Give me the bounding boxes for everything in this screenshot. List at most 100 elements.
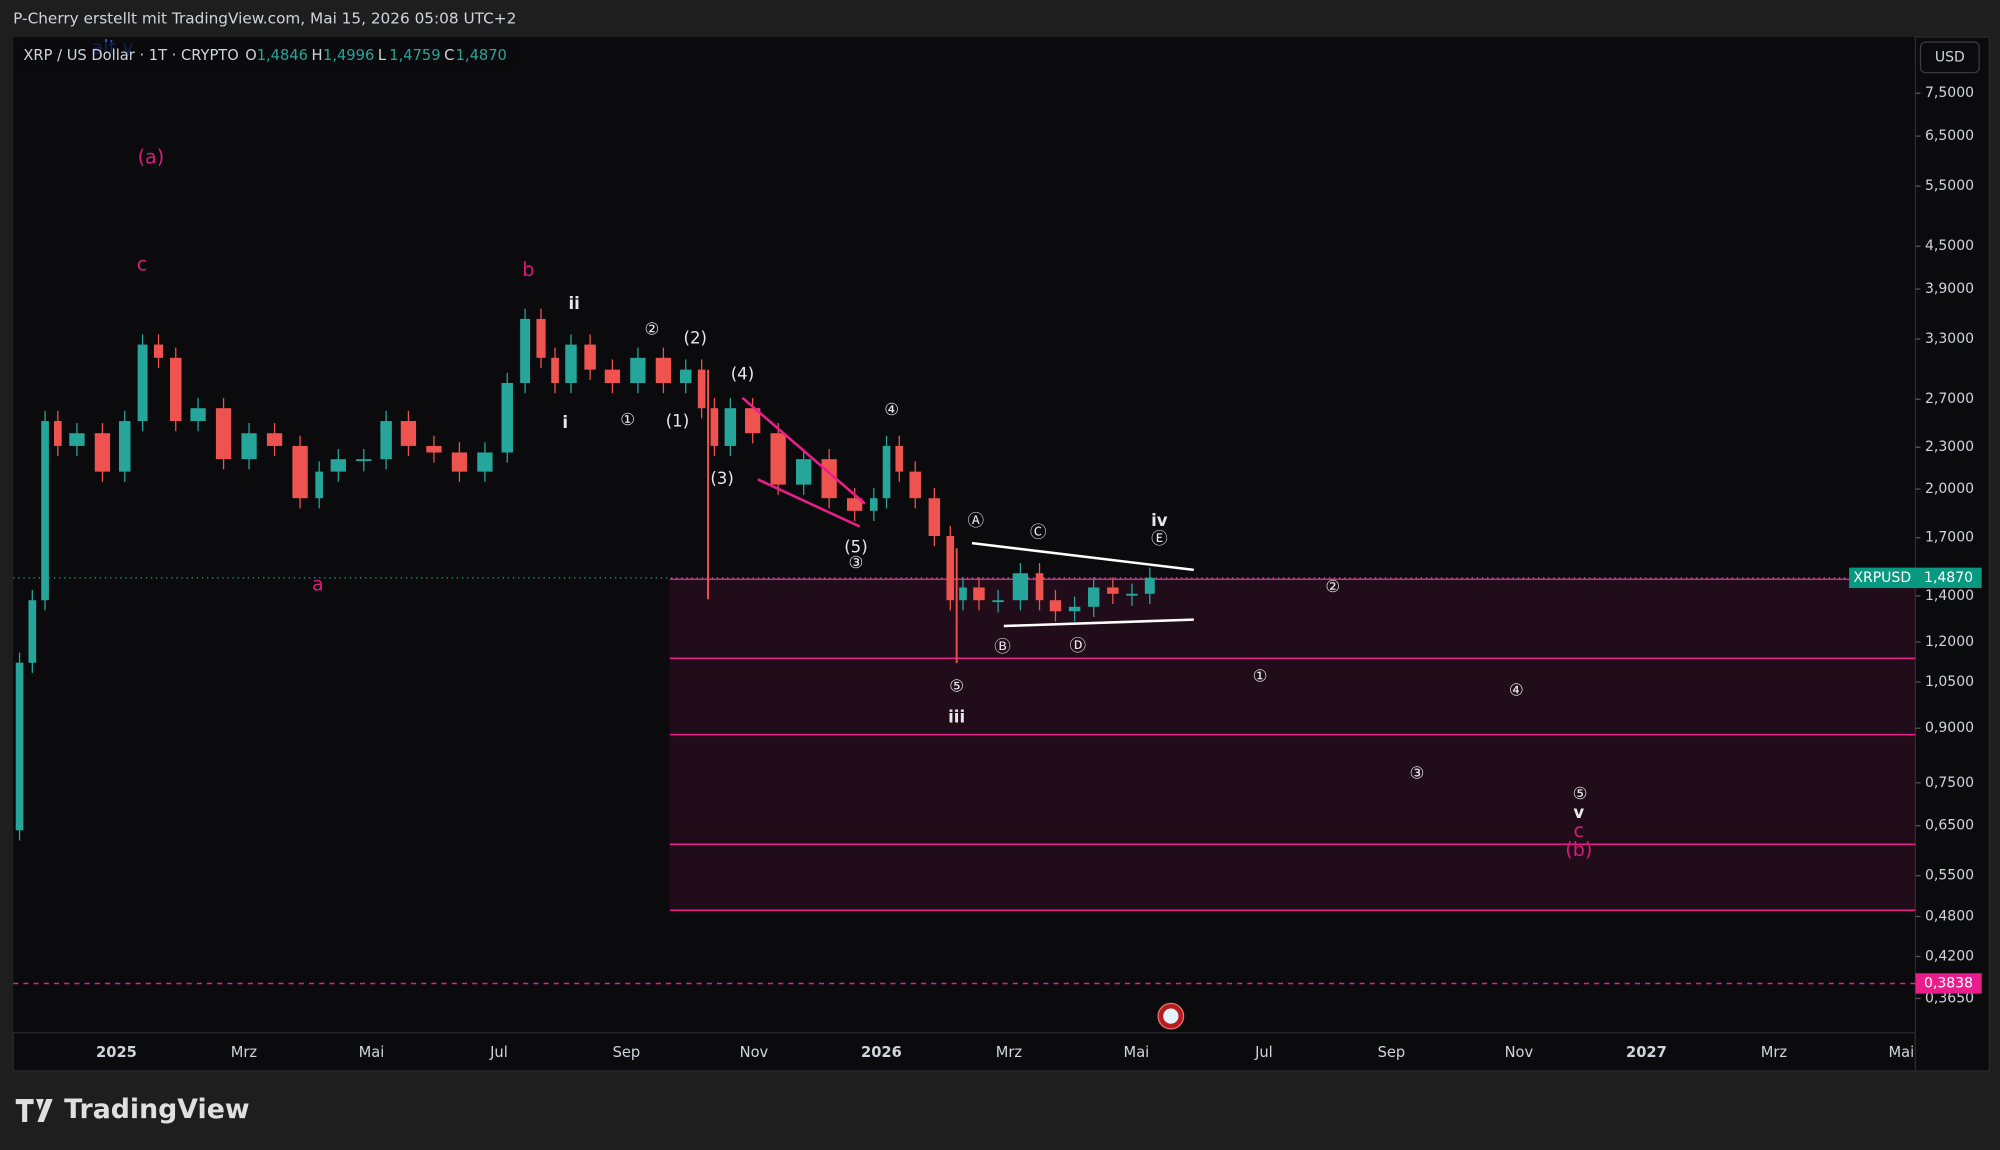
wave-label: ② — [1325, 577, 1340, 596]
candle — [1012, 573, 1029, 601]
candle — [1049, 600, 1062, 612]
candle — [1068, 606, 1081, 612]
candle — [28, 600, 37, 663]
wave-label: i — [562, 413, 568, 432]
currency[interactable]: USD — [1935, 49, 1965, 65]
logo-mark — [15, 1099, 53, 1122]
candle — [679, 369, 692, 384]
time-axis-pane — [12, 1032, 1917, 1072]
x-tick-label: 2026 — [861, 1044, 902, 1061]
symbol-name: XRP / US Dollar · 1T · CRYPTO — [23, 47, 238, 64]
x-tick-label: Mrz — [1761, 1044, 1788, 1061]
x-tick-label: Nov — [1505, 1044, 1534, 1061]
candle — [241, 433, 257, 460]
event-flag — [1163, 1008, 1179, 1024]
y-tick-label: 2,7000 — [1925, 391, 1974, 407]
ohlc-key: L — [378, 47, 387, 64]
candle — [119, 421, 131, 472]
wave-label: ③ — [849, 553, 864, 572]
y-tick-label: 6,5000 — [1925, 128, 1974, 144]
wave-label: iv — [1151, 511, 1168, 530]
y-tick-label: 0,5500 — [1925, 868, 1974, 884]
wave-label: ① — [620, 410, 635, 429]
candle — [170, 357, 182, 422]
wave-label: c — [137, 253, 148, 276]
symbol-tag — [1849, 567, 1916, 589]
candle — [724, 408, 737, 446]
y-tick-label: 3,9000 — [1925, 281, 1974, 297]
ohlc-key: O — [245, 47, 257, 64]
x-tick-label: Mrz — [231, 1044, 258, 1061]
candle — [266, 433, 283, 446]
symbol-tag-text: XRPUSD — [1853, 570, 1911, 586]
candle — [69, 433, 85, 446]
candle — [796, 459, 812, 485]
wave-label: (4) — [731, 364, 754, 383]
candle — [1087, 587, 1100, 607]
candle — [380, 421, 392, 460]
candle — [137, 344, 148, 422]
y-tick-label: 2,0000 — [1925, 481, 1974, 497]
wave-label: (5) — [844, 538, 867, 557]
y-tick-label: 7,5000 — [1925, 85, 1974, 101]
wave-label: ii — [568, 294, 579, 313]
y-tick-label: 4,5000 — [1925, 238, 1974, 254]
y-tick-label: 1,4000 — [1925, 588, 1974, 604]
candle — [946, 535, 955, 601]
x-tick-label: Jul — [1254, 1044, 1273, 1061]
price-tag-text: 1,4870 — [1924, 570, 1973, 586]
candle — [190, 408, 206, 422]
ohlc-value: 1,4996 — [323, 47, 374, 64]
wave-label: ④ — [884, 400, 899, 419]
candle — [451, 452, 468, 472]
wave-label: ④ — [1509, 681, 1524, 700]
wave-label: ① — [1253, 666, 1268, 685]
wave-label: Ⓑ — [994, 637, 1011, 656]
x-tick-label: Mai — [1889, 1044, 1915, 1061]
logo: TradingView — [15, 1094, 250, 1125]
y-tick-label: 0,4200 — [1925, 948, 1974, 964]
currency-button[interactable] — [1919, 41, 1980, 74]
candle — [1035, 573, 1044, 601]
triangle-line — [1003, 618, 1194, 628]
candle — [15, 662, 24, 831]
y-tick-label: 0,6500 — [1925, 818, 1974, 834]
candle — [697, 369, 706, 409]
y-tick-label: 3,3000 — [1925, 331, 1974, 347]
candle — [584, 344, 596, 370]
wave-label: iii — [948, 707, 965, 726]
candle — [520, 318, 531, 384]
wave-label: ③ — [1409, 763, 1424, 782]
x-tick-label: Mrz — [996, 1044, 1023, 1061]
wave-label: v — [1573, 803, 1584, 822]
chart-pane — [13, 36, 1916, 1033]
ohlc-key: H — [312, 47, 323, 64]
candle — [869, 498, 878, 511]
logo-text: TradingView — [64, 1094, 249, 1125]
x-tick-label: Nov — [740, 1044, 769, 1061]
price-axis-pane — [1914, 36, 1990, 1072]
y-tick-label: 1,7000 — [1925, 530, 1974, 546]
legend-bg — [18, 42, 516, 68]
wave-label: ⑤ — [949, 677, 964, 696]
candle — [215, 408, 232, 460]
candle — [426, 445, 442, 453]
wedge-line — [741, 396, 866, 505]
wave-label: (1) — [666, 412, 689, 431]
triangle-line — [971, 541, 1194, 572]
wave-label: (a) — [138, 146, 165, 169]
alert-tag — [1915, 973, 1982, 994]
candle — [847, 498, 863, 511]
y-tick-label: 0,9000 — [1925, 720, 1974, 736]
wedge-line — [757, 478, 861, 528]
candle — [630, 357, 646, 384]
candle — [1144, 577, 1155, 594]
candle — [565, 344, 577, 384]
x-tick-label: Jul — [489, 1044, 508, 1061]
candle — [41, 421, 49, 601]
fib-zone — [669, 579, 1916, 911]
x-tick-label: Sep — [613, 1044, 641, 1061]
candle — [477, 452, 493, 472]
